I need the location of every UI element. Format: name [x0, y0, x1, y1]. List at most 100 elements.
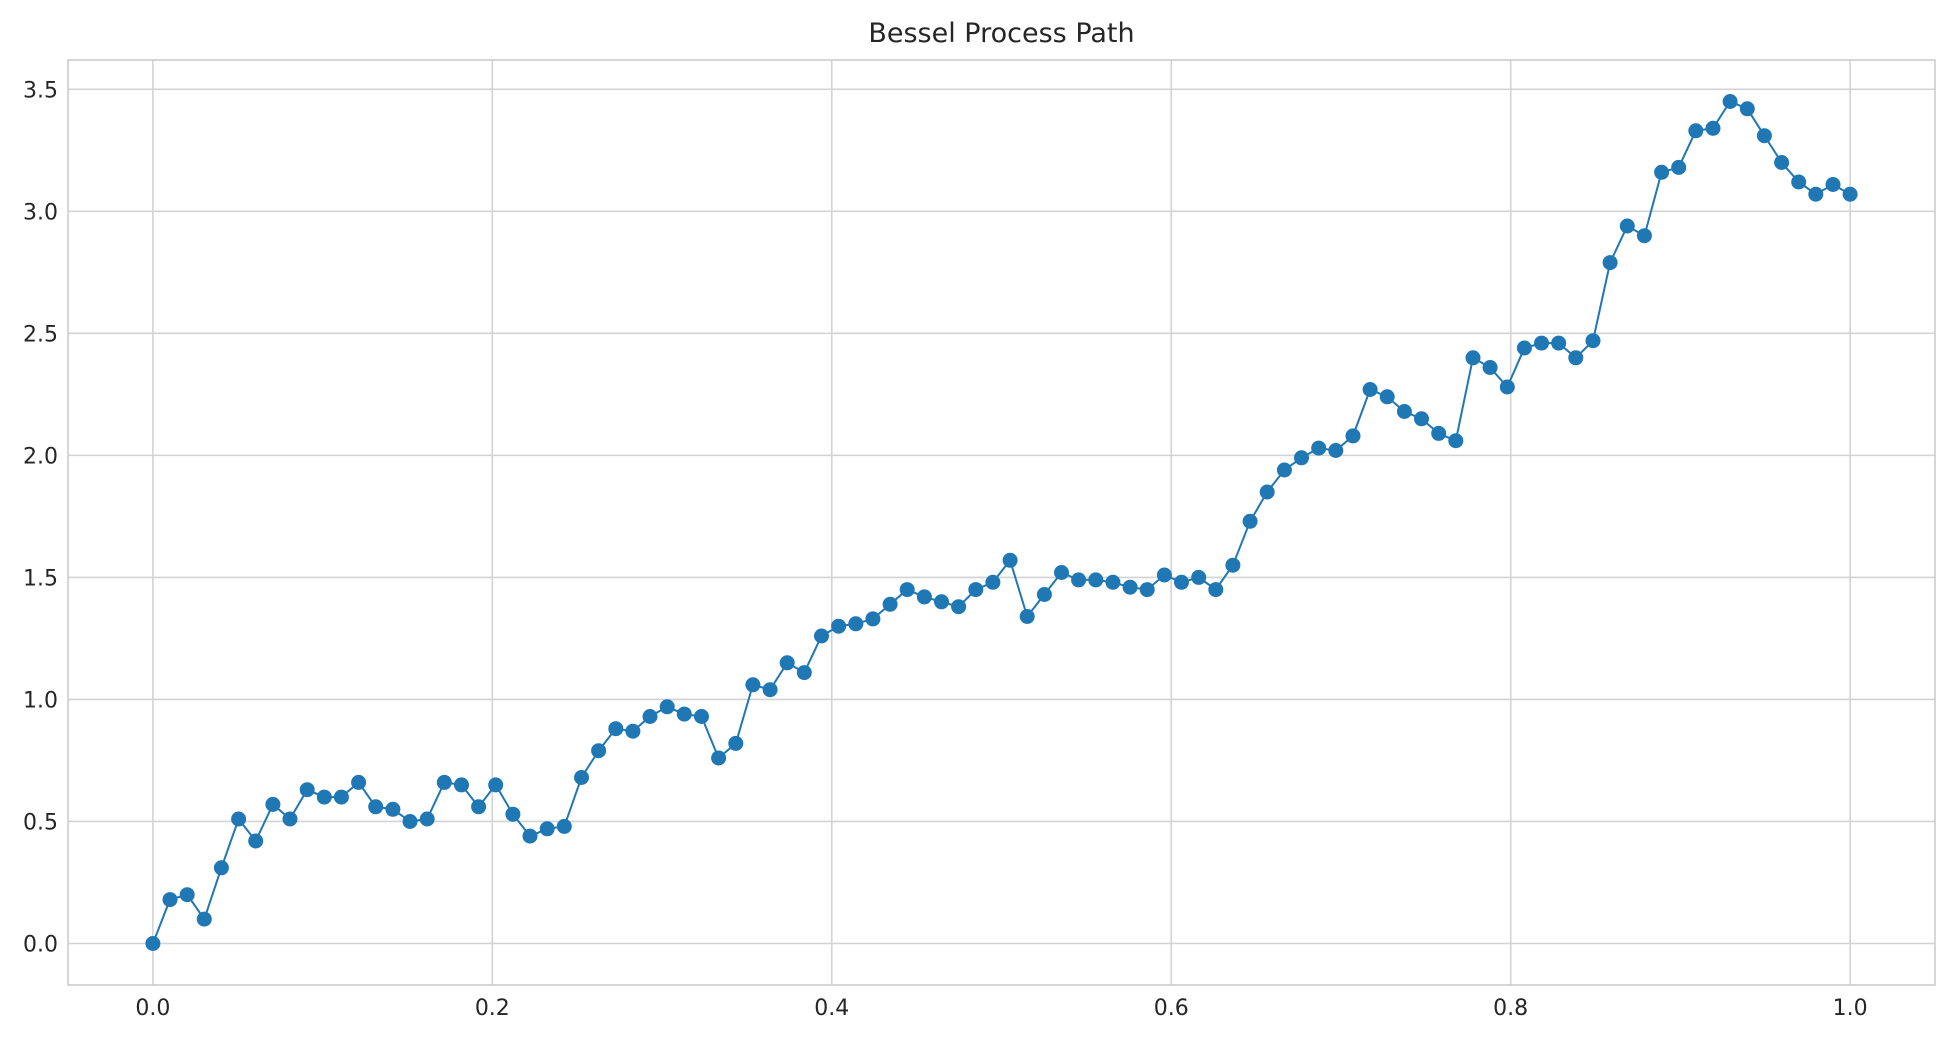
data-point — [436, 774, 452, 790]
data-point — [522, 828, 538, 844]
data-point — [1516, 340, 1532, 356]
data-point — [1379, 389, 1395, 405]
data-point — [1654, 164, 1670, 180]
x-tick-label: 1.0 — [1833, 996, 1868, 1021]
data-point — [162, 892, 178, 908]
data-point — [1002, 552, 1018, 568]
data-point — [282, 811, 298, 827]
data-point — [1619, 218, 1635, 234]
y-tick-label: 3.0 — [23, 200, 58, 225]
data-point — [1259, 484, 1275, 500]
data-point — [196, 911, 212, 927]
data-point — [608, 721, 624, 737]
data-point — [1088, 572, 1104, 588]
data-point — [248, 833, 264, 849]
data-point — [1756, 128, 1772, 144]
data-point — [1602, 255, 1618, 271]
data-point — [471, 799, 487, 815]
data-point — [814, 628, 829, 644]
data-point — [1808, 186, 1824, 202]
data-point — [1448, 433, 1464, 449]
x-tick-label: 0.8 — [1493, 996, 1528, 1021]
data-point — [454, 777, 469, 793]
data-point — [1276, 462, 1292, 478]
data-point — [1294, 450, 1309, 466]
data-point — [574, 770, 589, 785]
data-point — [934, 594, 949, 610]
data-point — [1636, 228, 1652, 244]
y-tick-label: 2.5 — [23, 322, 58, 347]
data-point — [831, 618, 847, 634]
data-point — [1071, 572, 1087, 588]
data-point — [1825, 177, 1841, 192]
data-point — [676, 706, 692, 722]
data-point — [762, 682, 778, 698]
data-point — [968, 582, 984, 598]
y-tick-label: 3.5 — [23, 78, 58, 103]
x-tick-label: 0.6 — [1154, 996, 1189, 1021]
data-point — [711, 750, 727, 766]
series-line — [151, 100, 1851, 944]
data-point — [694, 709, 709, 724]
data-point — [779, 655, 795, 671]
data-point — [1362, 382, 1378, 397]
data-point — [1774, 155, 1790, 170]
data-point — [1036, 587, 1052, 602]
data-point — [385, 801, 401, 817]
data-point — [1722, 94, 1738, 109]
data-point — [1585, 333, 1601, 349]
data-point — [1688, 123, 1704, 139]
y-tick-label: 0.5 — [23, 810, 58, 835]
data-point — [1842, 186, 1858, 202]
x-tick-label: 0.2 — [475, 996, 510, 1021]
data-point — [1671, 159, 1687, 175]
data-point — [1705, 120, 1721, 136]
y-tick-label: 0.0 — [23, 933, 58, 958]
data-point — [145, 936, 161, 951]
tick-labels: 0.0 0.2 0.4 0.6 0.8 1.0 0.0 0.5 1.0 1.5 2.0 2.5 3.0 3… — [23, 78, 1868, 1021]
data-point — [179, 887, 195, 903]
data-point — [1139, 582, 1155, 598]
data-point — [505, 806, 521, 822]
data-point — [848, 616, 864, 632]
data-point — [1345, 428, 1361, 444]
data-point — [231, 811, 247, 827]
data-point — [985, 574, 1001, 590]
data-point — [556, 818, 572, 834]
y-tick-label: 2.0 — [23, 444, 58, 469]
data-point — [539, 821, 555, 837]
data-point — [333, 789, 349, 805]
data-point — [1431, 425, 1447, 441]
data-point — [1054, 565, 1069, 580]
x-tick-label: 0.0 — [135, 996, 170, 1021]
data-point — [488, 777, 504, 793]
data-point — [1225, 557, 1241, 573]
data-point — [1156, 567, 1172, 583]
data-point — [1019, 609, 1035, 624]
data-point — [796, 665, 812, 681]
data-point — [1499, 379, 1515, 395]
data-point — [1482, 360, 1498, 375]
data-point — [642, 709, 658, 724]
data-point — [1105, 574, 1121, 590]
data-point — [1551, 335, 1567, 351]
data-point — [265, 796, 281, 812]
data-point — [419, 811, 435, 827]
data-point — [899, 582, 915, 598]
data-point — [1311, 440, 1327, 456]
data-point — [1791, 174, 1807, 190]
data-point — [213, 860, 229, 876]
data-point — [1174, 574, 1189, 590]
data-point — [368, 799, 384, 815]
data-point — [1414, 411, 1429, 427]
data-point — [1534, 335, 1549, 351]
x-tick-label: 0.4 — [814, 996, 849, 1021]
data-point — [1242, 513, 1258, 529]
chart-title: Bessel Process Path — [868, 18, 1134, 49]
data-point — [1396, 404, 1412, 419]
data-point — [1122, 579, 1138, 595]
data-point — [916, 589, 932, 605]
data-point — [1208, 582, 1224, 598]
y-tick-label: 1.0 — [23, 688, 58, 713]
